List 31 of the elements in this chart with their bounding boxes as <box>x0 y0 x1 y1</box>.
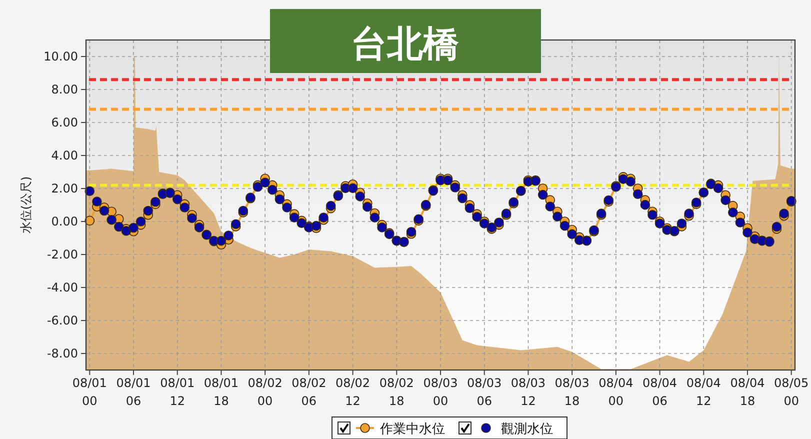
x-tick-label: 08/02 06 <box>292 376 326 408</box>
legend-label: 作業中水位 <box>379 422 445 437</box>
x-tick-label: 08/04 12 <box>686 376 721 408</box>
legend-label: 觀測水位 <box>501 422 553 437</box>
y-tick-label: 2.00 <box>51 182 78 196</box>
x-tick-label: 08/02 00 <box>248 376 282 408</box>
y-tick-label: -8.00 <box>46 346 78 360</box>
x-tick-label: 08/01 18 <box>204 376 239 408</box>
y-tick-label: -2.00 <box>46 248 78 262</box>
x-tick-label: 08/01 00 <box>72 376 107 408</box>
y-tick-label: 4.00 <box>51 148 78 162</box>
x-tick-label: 08/01 12 <box>160 376 195 408</box>
y-tick-label: 10.00 <box>44 50 78 64</box>
x-tick-label: 08/02 18 <box>379 376 414 408</box>
x-tick-label: 08/04 18 <box>730 376 765 408</box>
x-tick-label: 08/03 06 <box>467 376 502 408</box>
y-tick-label: 8.00 <box>51 82 78 96</box>
x-tick-label: 08/01 06 <box>116 376 151 408</box>
y-tick-label: 6.00 <box>51 116 78 130</box>
x-tick-label: 08/04 00 <box>598 376 634 408</box>
y-axis-title: 水位(公尺) <box>19 176 33 234</box>
x-tick-label: 08/02 12 <box>335 376 370 408</box>
chart-title: 台北橋 <box>351 24 459 65</box>
x-tick-label: 08/03 00 <box>423 376 458 408</box>
x-tick-label: 08/03 12 <box>510 376 546 408</box>
y-tick-label: -4.00 <box>46 280 78 294</box>
y-tick-label: 0.00 <box>51 214 78 228</box>
y-tick-label: -6.00 <box>46 314 78 328</box>
x-tick-label: 08/04 06 <box>642 376 678 408</box>
x-tick-label: 08/05 00 <box>774 376 809 408</box>
x-tick-label: 08/03 18 <box>554 376 590 408</box>
